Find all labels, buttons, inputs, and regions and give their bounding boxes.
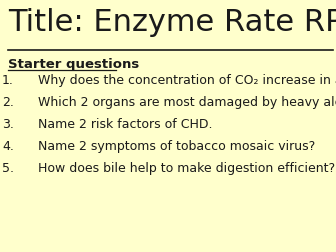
Text: 5.: 5. bbox=[2, 162, 14, 175]
Text: 4.: 4. bbox=[2, 140, 14, 153]
Text: 3.: 3. bbox=[2, 118, 14, 131]
Text: Title: Enzyme Rate RP Alterna: Title: Enzyme Rate RP Alterna bbox=[8, 8, 336, 37]
Text: Which 2 organs are most damaged by heavy alcohol use?: Which 2 organs are most damaged by heavy… bbox=[38, 96, 336, 109]
Text: Starter questions: Starter questions bbox=[8, 58, 139, 71]
Text: 2.: 2. bbox=[2, 96, 14, 109]
Text: Why does the concentration of CO₂ increase in a forest over night?: Why does the concentration of CO₂ increa… bbox=[38, 74, 336, 87]
Text: 1.: 1. bbox=[2, 74, 14, 87]
Text: Name 2 risk factors of CHD.: Name 2 risk factors of CHD. bbox=[38, 118, 212, 131]
Text: How does bile help to make digestion efficient?: How does bile help to make digestion eff… bbox=[38, 162, 335, 175]
Text: Name 2 symptoms of tobacco mosaic virus?: Name 2 symptoms of tobacco mosaic virus? bbox=[38, 140, 315, 153]
